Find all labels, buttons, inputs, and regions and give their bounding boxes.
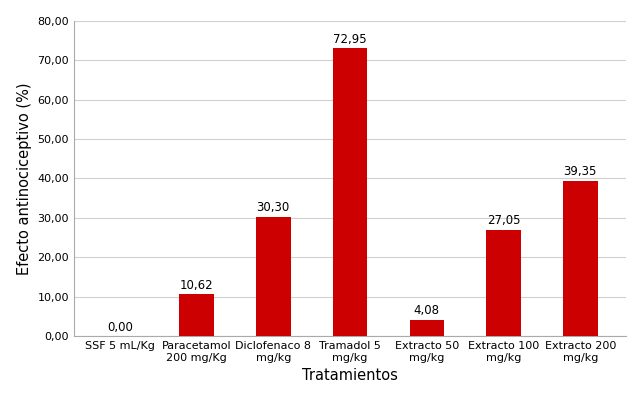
Bar [486, 230, 521, 336]
Bar [179, 294, 213, 336]
Bar [332, 48, 367, 336]
Text: 39,35: 39,35 [564, 165, 597, 178]
Bar [256, 217, 291, 336]
Text: 27,05: 27,05 [487, 214, 520, 227]
Text: 4,08: 4,08 [414, 304, 440, 318]
Text: 30,30: 30,30 [257, 201, 290, 214]
Text: 0,00: 0,00 [107, 320, 132, 334]
Y-axis label: Efecto antinociceptivo (%): Efecto antinociceptivo (%) [17, 82, 32, 275]
X-axis label: Tratamientos: Tratamientos [302, 368, 398, 383]
Bar [410, 320, 444, 336]
Bar [563, 181, 597, 336]
Text: 72,95: 72,95 [333, 33, 367, 46]
Text: 10,62: 10,62 [179, 279, 213, 292]
